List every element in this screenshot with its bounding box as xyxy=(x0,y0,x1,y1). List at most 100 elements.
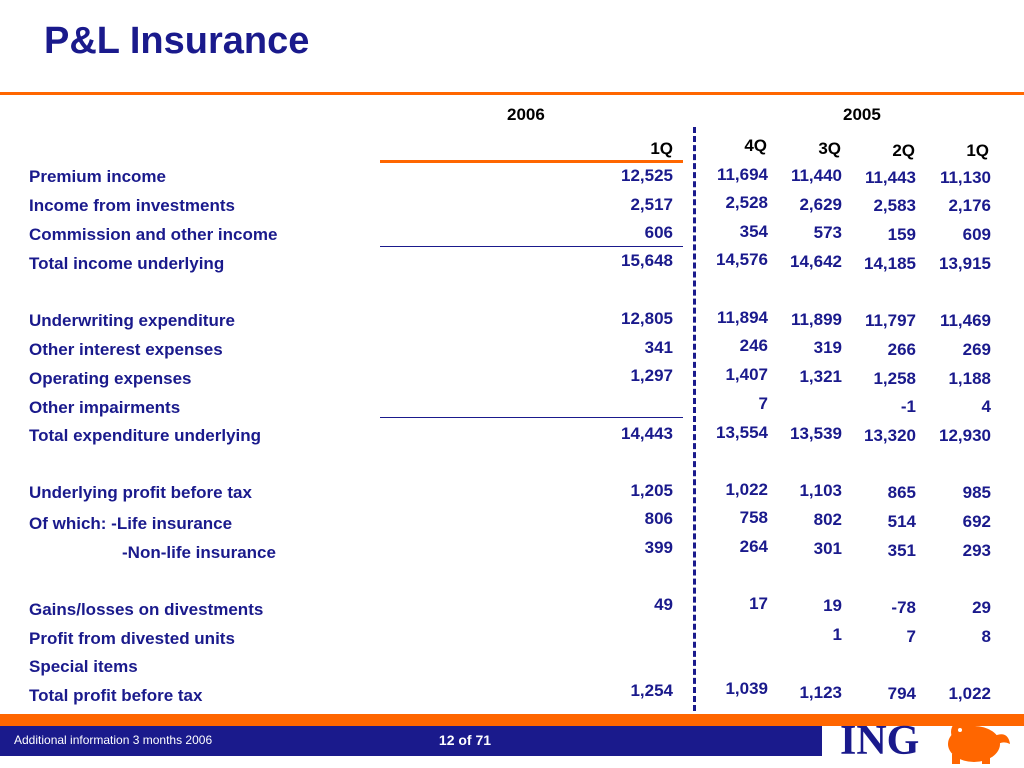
cell-value: 8 xyxy=(981,627,991,646)
row-label: Underwriting expenditure xyxy=(29,311,235,330)
row-label: Total profit before tax xyxy=(29,686,203,705)
col-header-2005-3q: 3Q xyxy=(818,139,841,158)
cell-value: 11,797 xyxy=(864,311,916,330)
cell-value: 758 xyxy=(739,508,768,527)
cell-value: 13,320 xyxy=(864,426,916,445)
cell-value: 1,258 xyxy=(873,369,916,388)
cell-value: 573 xyxy=(813,223,842,242)
footer-bar xyxy=(0,726,822,756)
cell-value: 12,805 xyxy=(621,309,673,328)
cell-value: 13,539 xyxy=(790,424,842,443)
cell-value: 246 xyxy=(739,336,768,355)
cell-value: 802 xyxy=(813,510,842,529)
cell-value: 1,022 xyxy=(725,480,768,499)
cell-value: 351 xyxy=(887,541,916,560)
cell-value: 354 xyxy=(739,222,768,241)
cell-value: 1,188 xyxy=(948,369,991,388)
cell-value: 1,205 xyxy=(630,481,673,500)
row-label: Special items xyxy=(29,657,138,676)
cell-value: 2,517 xyxy=(630,195,673,214)
cell-value: 13,915 xyxy=(939,254,991,273)
cell-value: 865 xyxy=(887,483,916,502)
cell-value: 19 xyxy=(823,596,842,615)
cell-value: 1,407 xyxy=(725,365,768,384)
cell-value: 14,642 xyxy=(790,252,842,271)
col-header-2006-1q: 1Q xyxy=(650,139,673,158)
footer-caption: Additional information 3 months 2006 xyxy=(14,733,213,747)
cell-value: 29 xyxy=(972,598,991,617)
footer-accent-bar xyxy=(0,714,1024,726)
cell-value: 17 xyxy=(749,594,768,613)
cell-value: 1 xyxy=(832,625,842,644)
cell-value: 11,130 xyxy=(939,168,991,187)
cell-value: 11,443 xyxy=(864,168,916,187)
cell-value: 14,443 xyxy=(621,424,673,443)
income-total-rule xyxy=(380,246,683,247)
row-label: Underlying profit before tax xyxy=(29,483,252,502)
year-2006-header: 2006 xyxy=(507,105,545,124)
cell-value: -1 xyxy=(900,397,916,416)
cell-value: 1,039 xyxy=(725,679,768,698)
row-label: Total income underlying xyxy=(29,254,225,273)
cell-value: 692 xyxy=(962,512,991,531)
cell-value: 606 xyxy=(644,223,673,242)
col-header-2005-4q: 4Q xyxy=(744,136,767,155)
cell-value: 13,554 xyxy=(716,423,768,442)
cell-value: 301 xyxy=(813,539,842,558)
cell-value: 15,648 xyxy=(621,251,673,270)
cell-value: 2,583 xyxy=(873,196,916,215)
cell-value: 11,440 xyxy=(790,166,842,185)
row-label: Premium income xyxy=(29,167,166,186)
row-label: Gains/losses on divestments xyxy=(29,600,264,619)
row-label: Operating expenses xyxy=(29,369,192,388)
cell-value: 985 xyxy=(962,483,991,502)
cell-value: 341 xyxy=(644,338,673,357)
cell-value: 269 xyxy=(962,340,991,359)
row-label: Other impairments xyxy=(29,398,181,417)
cell-value: 14,576 xyxy=(716,250,768,269)
row-label: Profit from divested units xyxy=(29,629,235,648)
cell-value: 11,894 xyxy=(716,308,768,327)
cell-value: 264 xyxy=(739,537,768,556)
cell-value: 514 xyxy=(887,512,916,531)
row-label: Other interest expenses xyxy=(29,340,223,359)
cell-value: 14,185 xyxy=(864,254,916,273)
ing-logo: ING xyxy=(840,718,1010,764)
lion-icon xyxy=(948,719,1010,764)
cell-value: 7 xyxy=(758,394,768,413)
cell-value: 11,469 xyxy=(939,311,991,330)
cell-value: 11,694 xyxy=(716,165,768,184)
year-divider xyxy=(693,127,696,711)
row-label: Total expenditure underlying xyxy=(29,426,262,445)
cell-value: 11,899 xyxy=(790,310,842,329)
cell-value: 319 xyxy=(813,338,842,357)
row-label: Of which: -Life insurance xyxy=(29,514,233,533)
col-header-2005-2q: 2Q xyxy=(892,141,915,160)
page-title: P&L Insurance xyxy=(44,20,310,62)
cell-value: -78 xyxy=(891,598,916,617)
cell-value: 2,528 xyxy=(725,193,768,212)
cell-value: 1,297 xyxy=(630,366,673,385)
title-divider xyxy=(0,92,1024,95)
cell-value: 1,123 xyxy=(799,683,842,702)
cell-value: 4 xyxy=(981,397,991,416)
cell-value: 609 xyxy=(962,225,991,244)
col-header-2005-1q: 1Q xyxy=(966,141,989,160)
cell-value: 2,629 xyxy=(799,195,842,214)
cell-value: 794 xyxy=(887,684,916,703)
expenditure-total-rule xyxy=(380,417,683,418)
cell-value: 1,254 xyxy=(630,681,673,700)
cell-value: 12,930 xyxy=(939,426,991,445)
cell-value: 12,525 xyxy=(621,166,673,185)
cell-value: 1,321 xyxy=(799,367,842,386)
cell-value: 7 xyxy=(906,627,916,646)
header-underline xyxy=(380,160,683,163)
cell-value: 266 xyxy=(887,340,916,359)
ing-logo-text: ING xyxy=(840,718,919,764)
row-label: -Non-life insurance xyxy=(122,543,276,562)
page-number: 12 of 71 xyxy=(422,728,508,752)
cell-value: 1,103 xyxy=(799,481,842,500)
cell-value: 293 xyxy=(962,541,991,560)
year-2005-header: 2005 xyxy=(843,105,881,124)
row-label: Income from investments xyxy=(29,196,235,215)
